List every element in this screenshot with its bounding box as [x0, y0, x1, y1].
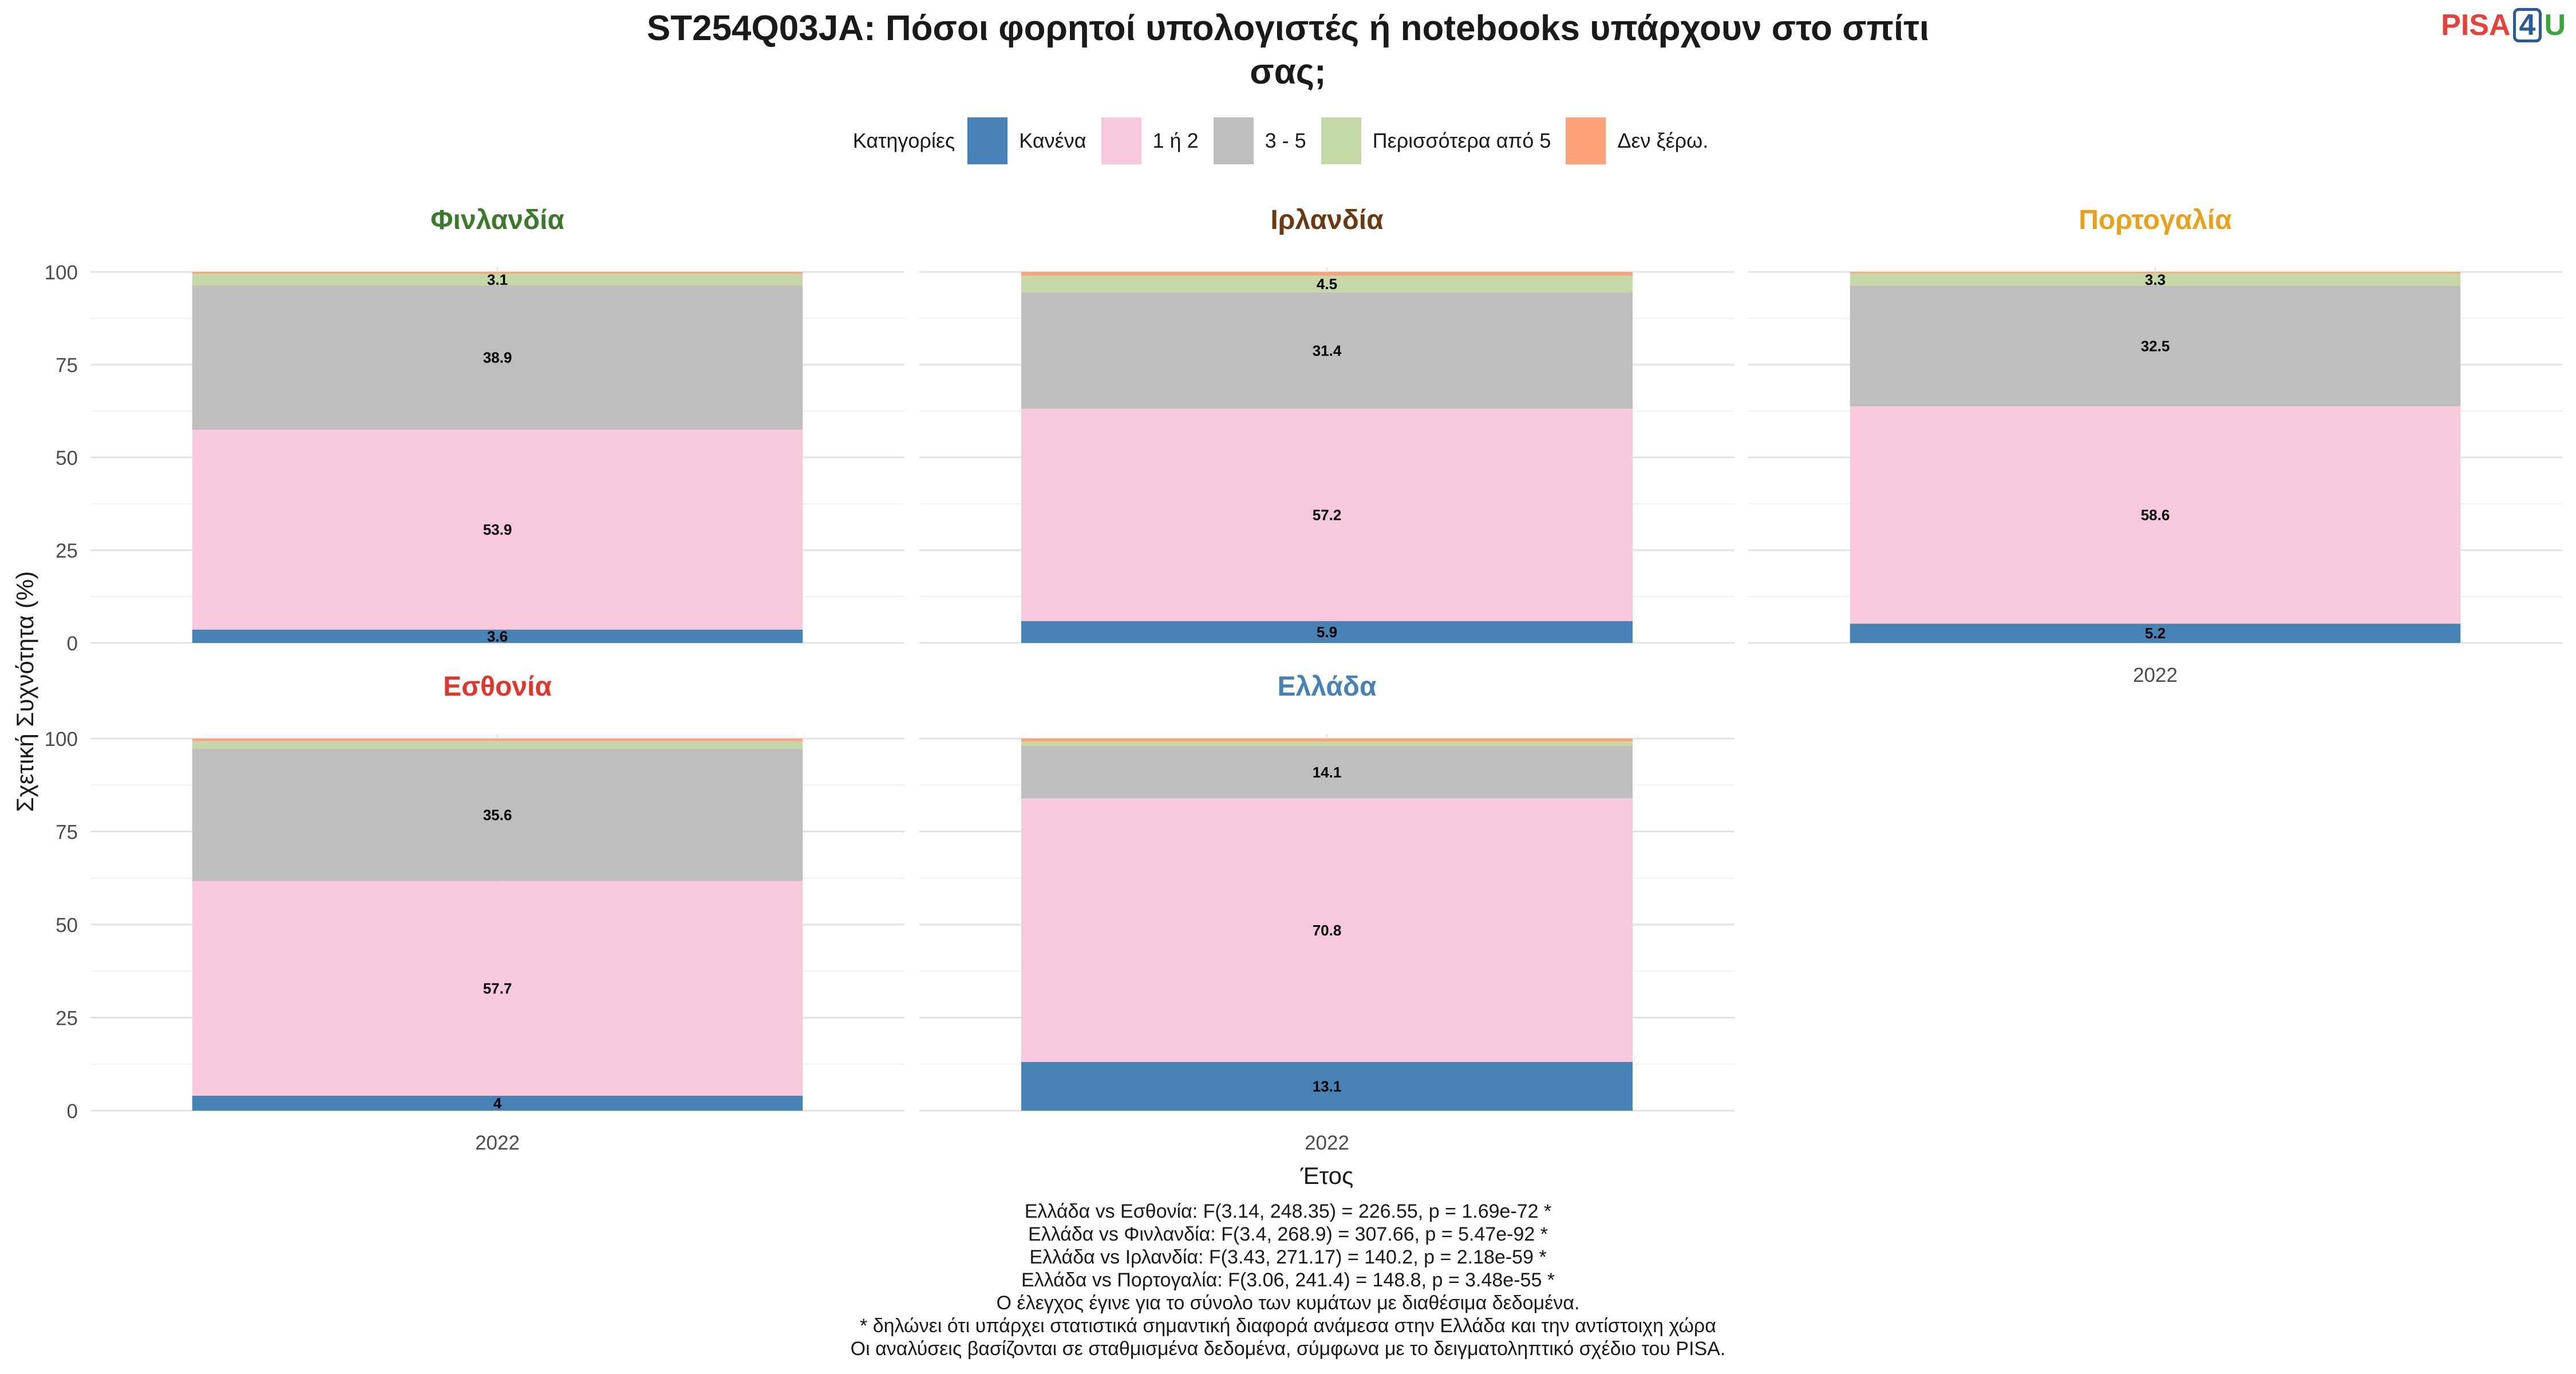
bar-segment — [192, 881, 803, 1096]
bar-segment — [192, 272, 803, 274]
y-axis-title: Σχετική Συχνότητα (%) — [11, 571, 38, 812]
legend-swatch-3-5 — [1213, 117, 1254, 164]
pisa4u-logo: PISA 4 U — [2441, 8, 2566, 42]
legend: Κατηγορίες Κανένα 1 ή 2 3 - 5 Περισσότερ… — [0, 117, 2576, 164]
y-tick-label: 0 — [67, 1100, 78, 1123]
chart-title-line-1: ST254Q03JA: Πόσοι φορητοί υπολογιστές ή … — [646, 9, 1930, 48]
legend-swatch-kanena — [967, 117, 1008, 164]
bar-segment — [1021, 741, 1633, 746]
data-label: 3.1 — [487, 271, 508, 288]
bar-segment — [1850, 285, 2461, 406]
data-label: 4 — [493, 1095, 502, 1112]
data-label: 57.7 — [483, 980, 512, 997]
bar-segment — [192, 741, 803, 749]
footer-line: Ελλάδα vs Πορτογαλία: F(3.06, 241.4) = 1… — [1021, 1269, 1555, 1291]
data-label: 13.1 — [1313, 1077, 1342, 1095]
y-tick-label: 0 — [67, 633, 78, 655]
chart-title: ST254Q03JA: Πόσοι φορητοί υπολογιστές ή … — [0, 7, 2576, 94]
y-tick-label: 50 — [56, 914, 78, 937]
footer-line: * δηλώνει ότι υπάρχει στατιστικά σημαντι… — [860, 1315, 1716, 1337]
footer-notes: Ελλάδα vs Εσθονία: F(3.14, 248.35) = 226… — [0, 1200, 2576, 1360]
y-tick-label: 100 — [45, 262, 78, 284]
bar-segment — [1850, 623, 2461, 643]
legend-label-3-5: 3 - 5 — [1265, 129, 1306, 152]
logo-text-pisa: PISA — [2441, 9, 2511, 42]
footer-line: Ελλάδα vs Εσθονία: F(3.14, 248.35) = 226… — [1024, 1201, 1552, 1222]
bar-segment — [1021, 746, 1633, 799]
y-tick-label: 75 — [56, 354, 78, 377]
bar-segment — [192, 1096, 803, 1111]
legend-title: Κατηγορίες — [852, 129, 955, 152]
y-tick-label: 25 — [56, 1008, 78, 1030]
panel-title: Ιρλανδία — [1270, 205, 1384, 235]
data-label: 5.9 — [1317, 623, 1337, 641]
legend-item-kanena: Κανένα — [967, 117, 1086, 164]
data-label: 35.6 — [483, 806, 512, 823]
footer-line: Ελλάδα vs Φινλανδία: F(3.4, 268.9) = 307… — [1028, 1223, 1548, 1245]
x-tick-label: 2022 — [1305, 1132, 1349, 1154]
data-label: 3.6 — [487, 627, 508, 645]
legend-swatch-1-or-2 — [1101, 117, 1141, 164]
x-tick-label: 2022 — [2133, 664, 2178, 686]
y-tick-label: 25 — [56, 540, 78, 562]
data-label: 14.1 — [1313, 764, 1342, 781]
bar-segment — [192, 285, 803, 430]
legend-swatch-dont-know — [1566, 117, 1606, 164]
bar-segment — [1850, 273, 2461, 286]
data-label: 3.3 — [2145, 271, 2166, 288]
bar-segment — [192, 429, 803, 630]
legend-item-1-or-2: 1 ή 2 — [1101, 117, 1199, 164]
legend-swatch-more-than-5 — [1321, 117, 1361, 164]
bar-segment — [1021, 621, 1633, 643]
footer-line: Ελλάδα vs Ιρλανδία: F(3.43, 271.17) = 14… — [1029, 1246, 1547, 1268]
bar-segment — [1021, 272, 1633, 276]
data-label: 31.4 — [1313, 342, 1342, 359]
footer-line: Ο έλεγχος έγινε για το σύνολο των κυμάτω… — [996, 1292, 1580, 1314]
data-label: 53.9 — [483, 521, 512, 538]
y-tick-label: 100 — [45, 728, 78, 751]
data-label: 70.8 — [1313, 922, 1342, 939]
legend-label-more-than-5: Περισσότερα από 5 — [1372, 129, 1551, 152]
x-tick-label: 2022 — [475, 1132, 520, 1154]
panel-title: Εσθονία — [443, 672, 552, 702]
panel-title: Πορτογαλία — [2079, 205, 2232, 235]
bar-segment — [1021, 275, 1633, 293]
data-label: 32.5 — [2141, 337, 2170, 354]
data-label: 5.2 — [2145, 625, 2166, 642]
logo-text-4: 4 — [2512, 8, 2542, 42]
legend-label-dont-know: Δεν ξέρω. — [1617, 129, 1709, 152]
footer-line: Οι αναλύσεις βασίζονται σε σταθμισμένα δ… — [850, 1338, 1726, 1360]
bar-segment — [1021, 1061, 1633, 1111]
bar-segment — [1850, 406, 2461, 624]
bar-segment — [192, 629, 803, 643]
data-label: 57.2 — [1313, 506, 1342, 523]
bar-segment — [1021, 798, 1633, 1062]
bar-segment — [1850, 272, 2461, 274]
bar-segment — [1021, 409, 1633, 621]
chart-title-line-2: σας; — [1250, 52, 1326, 92]
bar-segment — [1021, 739, 1633, 742]
bar-segment — [192, 748, 803, 881]
legend-item-dont-know: Δεν ξέρω. — [1566, 117, 1708, 164]
x-axis-title: Έτος — [1300, 1162, 1354, 1189]
data-label: 58.6 — [2141, 506, 2170, 523]
y-tick-label: 75 — [56, 822, 78, 844]
y-tick-label: 50 — [56, 447, 78, 469]
panel-title: Ελλάδα — [1278, 672, 1377, 702]
panel-title: Φινλανδία — [430, 205, 564, 235]
data-label: 38.9 — [483, 349, 512, 366]
legend-label-kanena: Κανένα — [1019, 129, 1086, 152]
bar-segment — [1021, 292, 1633, 409]
logo-text-u: U — [2544, 9, 2566, 42]
legend-item-3-5: 3 - 5 — [1213, 117, 1306, 164]
bar-segment — [192, 274, 803, 286]
bar-segment — [192, 739, 803, 741]
legend-label-1-or-2: 1 ή 2 — [1152, 129, 1199, 152]
data-label: 4.5 — [1317, 275, 1337, 293]
legend-item-more-than-5: Περισσότερα από 5 — [1321, 117, 1551, 164]
